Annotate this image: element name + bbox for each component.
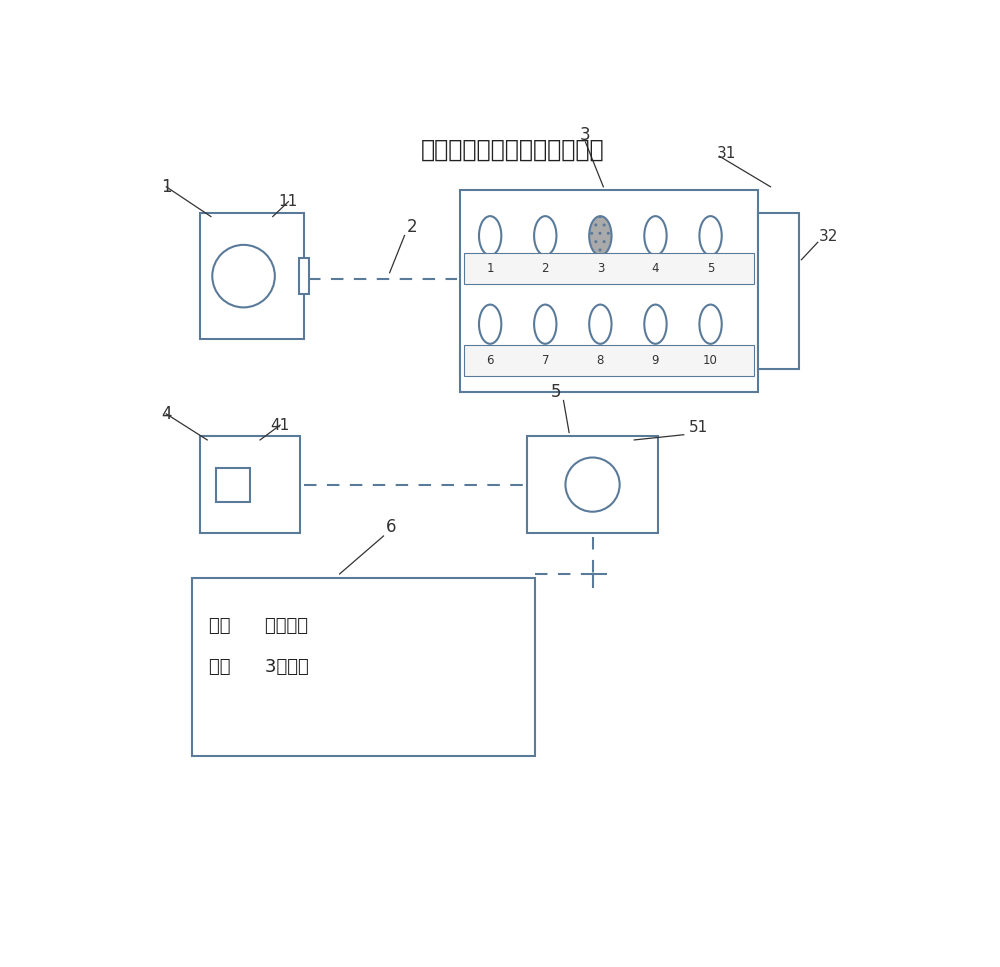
Text: 7: 7 bbox=[542, 354, 549, 367]
Text: 新型智能化医护人员定位系统: 新型智能化医护人员定位系统 bbox=[421, 137, 604, 161]
Text: 5: 5 bbox=[707, 262, 714, 275]
Bar bbox=[527, 436, 658, 533]
Ellipse shape bbox=[699, 305, 722, 344]
Bar bbox=[200, 213, 304, 339]
Text: 41: 41 bbox=[271, 418, 290, 432]
Ellipse shape bbox=[644, 305, 667, 344]
Text: 31: 31 bbox=[717, 146, 737, 161]
Ellipse shape bbox=[565, 457, 620, 512]
Bar bbox=[464, 252, 754, 284]
Ellipse shape bbox=[589, 305, 612, 344]
Text: 1: 1 bbox=[161, 178, 172, 195]
Text: 3: 3 bbox=[597, 262, 604, 275]
Text: 51: 51 bbox=[689, 420, 708, 435]
Text: 6: 6 bbox=[386, 518, 396, 536]
Text: 1: 1 bbox=[486, 262, 494, 275]
Ellipse shape bbox=[479, 217, 501, 255]
Bar bbox=[192, 577, 535, 756]
Text: 4: 4 bbox=[652, 262, 659, 275]
Ellipse shape bbox=[589, 217, 612, 255]
Text: 11: 11 bbox=[279, 194, 298, 209]
Text: 9: 9 bbox=[652, 354, 659, 367]
Ellipse shape bbox=[479, 305, 501, 344]
Ellipse shape bbox=[644, 217, 667, 255]
Bar bbox=[464, 345, 754, 376]
Text: 2: 2 bbox=[407, 218, 417, 236]
Bar bbox=[216, 468, 250, 502]
Text: 8: 8 bbox=[597, 354, 604, 367]
Text: 32: 32 bbox=[819, 229, 839, 244]
Ellipse shape bbox=[699, 217, 722, 255]
Text: 5: 5 bbox=[551, 383, 561, 400]
Text: 姓名      当前位置: 姓名 当前位置 bbox=[209, 617, 308, 635]
Bar bbox=[299, 258, 309, 294]
Ellipse shape bbox=[212, 245, 275, 308]
Text: 2: 2 bbox=[542, 262, 549, 275]
Text: 4: 4 bbox=[161, 405, 172, 423]
Bar bbox=[460, 190, 758, 392]
Ellipse shape bbox=[534, 305, 556, 344]
Bar bbox=[758, 213, 799, 369]
Text: 王敏      3号病房: 王敏 3号病房 bbox=[209, 658, 308, 676]
Text: 3: 3 bbox=[580, 126, 591, 144]
Text: 6: 6 bbox=[486, 354, 494, 367]
Bar bbox=[200, 436, 300, 533]
Text: 10: 10 bbox=[703, 354, 718, 367]
Ellipse shape bbox=[534, 217, 556, 255]
